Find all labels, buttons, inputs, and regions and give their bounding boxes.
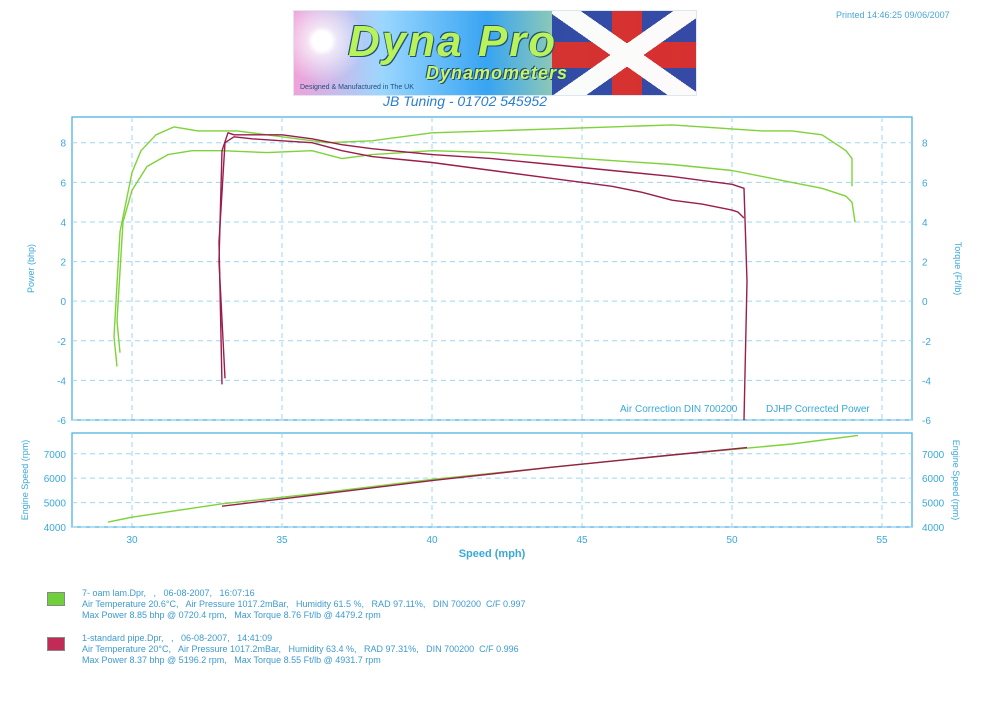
chart-panel-1: 8 8 6 6 4 4 2 2 0 0 -2 -2 -4 -4 -6 -6 Power (bhp) Torque … [26, 116, 963, 427]
annotation-air-correction: Air Correction DIN 700200 [620, 404, 738, 415]
legend-text-line2: Air Temperature 20.6°C, Air Pressure 101… [82, 599, 526, 609]
x-tick-label: 50 [726, 535, 738, 546]
legend-text-line3: Max Power 8.85 bhp @ 0720.4 rpm, Max Tor… [82, 610, 381, 620]
y-tick-label: 6 [60, 178, 66, 189]
page-title: JB Tuning - 01702 545952 [383, 93, 547, 109]
y-tick-label-right: -4 [922, 376, 931, 387]
y-tick-label-right: 6000 [922, 474, 945, 485]
y-tick-label: 8 [60, 139, 66, 150]
logo-tagline: Designed & Manufactured in The UK [300, 84, 414, 91]
y-tick-label-right: 7000 [922, 450, 945, 461]
series-line-2 [116, 149, 856, 353]
plot-frame [71, 116, 913, 421]
y-tick-label: -6 [57, 416, 66, 427]
y-tick-label: 0 [60, 297, 66, 308]
y-tick-label-right: 4000 [922, 523, 945, 534]
logo-starburst [294, 11, 394, 95]
y-tick-label: 6000 [44, 474, 67, 485]
y-tick-label-right: 5000 [922, 499, 945, 510]
union-flag-graphic [552, 11, 696, 95]
x-tick-label: 35 [276, 535, 288, 546]
y-tick-label: 7000 [44, 450, 67, 461]
y-tick-label: -4 [57, 376, 66, 387]
x-tick-label: 40 [426, 535, 438, 546]
y-tick-label-right: 0 [922, 297, 928, 308]
legend-text-line1: 1-standard pipe.Dpr, , 06-08-2007, 14:41… [82, 633, 273, 643]
legend-text-line1: 7- oam lam.Dpr, , 06-08-2007, 16:07:16 [82, 588, 255, 598]
y-tick-label: -2 [57, 337, 66, 348]
y-tick-label-right: 4 [922, 218, 928, 229]
printed-timestamp: Printed 14:46:25 09/06/2007 [836, 10, 950, 20]
y-tick-label-right: -2 [922, 337, 931, 348]
series-line-2 [221, 446, 748, 507]
series-line-1 [113, 124, 853, 367]
legend-entry: 7- oam lam.Dpr, , 06-08-2007, 16:07:16 Ai… [82, 588, 525, 621]
annotation-corrected-power: DJHP Corrected Power [766, 404, 870, 415]
y-tick-label: 4 [60, 218, 66, 229]
x-tick-label: 30 [126, 535, 138, 546]
legend-swatch [47, 637, 65, 651]
legend-text-line2: Air Temperature 20°C, Air Pressure 1017.… [82, 644, 519, 654]
y-tick-label-right: 2 [922, 258, 928, 269]
series-line-3 [218, 132, 748, 421]
legend-swatch [47, 592, 65, 606]
y-tick-label-right: 8 [922, 139, 928, 150]
y-tick-label: 4000 [44, 523, 67, 534]
x-axis-label: Speed (mph) [459, 548, 526, 560]
legend-entry: 1-standard pipe.Dpr, , 06-08-2007, 14:41… [82, 633, 519, 666]
y-tick-label-right: 6 [922, 178, 928, 189]
legend-text-line3: Max Power 8.37 bhp @ 5196.2 rpm, Max Tor… [82, 655, 381, 665]
y-axis-label: Engine Speed (rpm) [20, 440, 30, 521]
plot-frame [71, 432, 913, 528]
y-tick-label: 2 [60, 258, 66, 269]
x-tick-label: 45 [576, 535, 588, 546]
series-line-1 [107, 434, 859, 523]
y-axis-label-right: Engine Speed (rpm) [951, 440, 961, 521]
y-axis-label-right: Torque (Ft/lb) [953, 242, 963, 296]
y-axis-label: Power (bhp) [26, 244, 36, 293]
logo-brand: Dyna Pro [348, 17, 558, 66]
logo-subbrand: Dynamometers [426, 63, 569, 83]
dynapro-logo: Dyna Pro Dynamometers Designed & Manufac… [293, 10, 697, 96]
y-tick-label: 5000 [44, 499, 67, 510]
series-line-4 [218, 136, 745, 385]
x-tick-label: 55 [876, 535, 888, 546]
y-tick-label-right: -6 [922, 416, 931, 427]
chart-panel-2: 7000 7000 6000 6000 5000 5000 4000 4000 30 35 40 45… [20, 432, 961, 560]
